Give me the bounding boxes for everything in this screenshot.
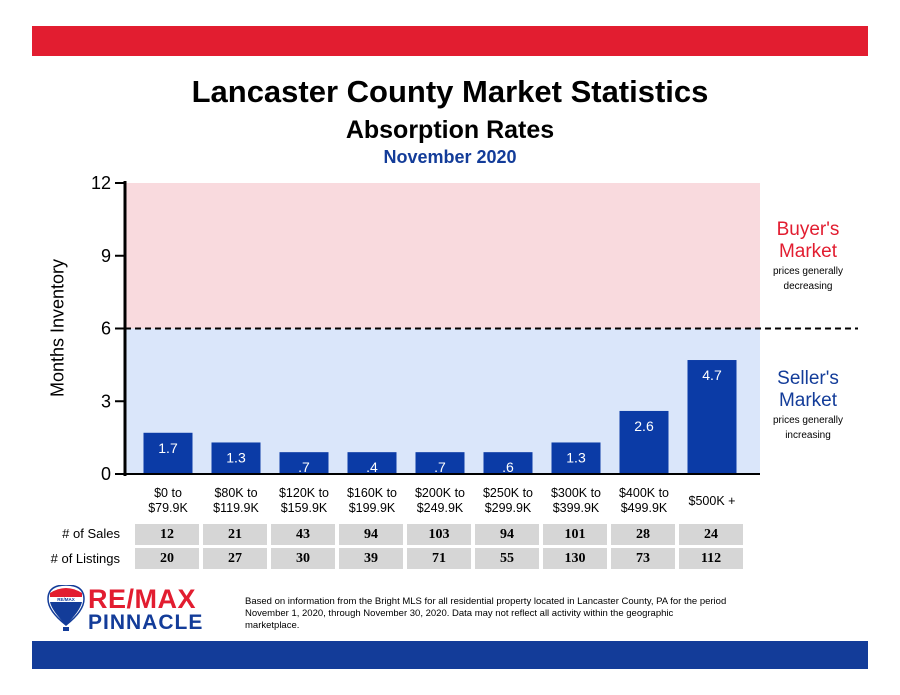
sellers-market-annotation: Seller's Market prices generally increas… — [743, 368, 873, 442]
absorption-rate-chart: 1.7 1.3 .7 .4 .7 .6 1.3 2.6 4.7 0 3 6 9 12 — [91, 173, 858, 484]
y-tick-label-3: 9 — [101, 246, 111, 266]
sales-cell-7: 28 — [611, 524, 675, 545]
sales-cell-8: 24 — [679, 524, 743, 545]
bar-label-5: .6 — [502, 459, 514, 475]
buyers-market-title-2: Market — [778, 241, 838, 262]
buyers-market-zone — [125, 183, 760, 329]
page-title: Lancaster County Market Statistics — [191, 74, 709, 109]
category-label-6-line-0: $300K to — [550, 486, 602, 500]
category-label-2-line-1: $159.9K — [280, 501, 328, 515]
bar-label-2: .7 — [298, 459, 310, 475]
category-label-5-line-0: $250K to — [482, 486, 534, 500]
category-label-2: $120K to $159.9K — [269, 486, 339, 516]
bar-label-4: .7 — [434, 459, 446, 475]
sellers-market-title-1: Seller's — [777, 368, 839, 389]
remax-balloon-logo: RE/MAX — [47, 585, 85, 631]
category-label-1: $80K to $119.9K — [201, 486, 271, 516]
category-label-2-line-0: $120K to — [278, 486, 330, 500]
y-tick-label-0: 0 — [101, 464, 111, 484]
category-label-7-line-1: $499.9K — [620, 501, 668, 515]
buyers-market-note-1: prices generally — [772, 266, 844, 277]
category-label-4-line-1: $249.9K — [416, 501, 464, 515]
listings-cell-2: 30 — [271, 548, 335, 569]
page-subtitle: Absorption Rates — [345, 116, 555, 144]
sellers-market-note-2: increasing — [785, 430, 831, 441]
footnote-line-1: Based on information from the Bright MLS… — [245, 596, 727, 607]
bar-label-3: .4 — [366, 459, 378, 475]
listings-cell-7: 73 — [611, 548, 675, 569]
sales-cell-2: 43 — [271, 524, 335, 545]
bar-8 — [687, 360, 737, 474]
report-period: November 2020 — [383, 147, 517, 167]
sales-cell-5: 94 — [475, 524, 539, 545]
category-label-7: $400K to $499.9K — [609, 486, 679, 516]
logo-remax: RE/MAX — [88, 584, 197, 614]
category-label-4: $200K to $249.9K — [405, 486, 475, 516]
category-label-6-line-1: $399.9K — [552, 501, 600, 515]
bar-label-0: 1.7 — [158, 440, 178, 456]
category-label-8-line-0: $500K + — [688, 494, 736, 508]
bar-7 — [619, 410, 669, 474]
category-label-3-line-1: $199.9K — [348, 501, 396, 515]
bar-0 — [143, 432, 193, 474]
listings-cell-0: 20 — [135, 548, 199, 569]
bottom-blue-banner — [32, 641, 868, 669]
listings-cell-8: 112 — [679, 548, 743, 569]
buyers-market-annotation: Buyer's Market prices generally decreasi… — [743, 219, 873, 293]
category-label-5: $250K to $299.9K — [473, 486, 543, 516]
bar-2 — [279, 452, 329, 474]
sales-row-label: # of Sales — [62, 526, 120, 541]
bar-4 — [415, 452, 465, 474]
category-label-7-line-0: $400K to — [618, 486, 670, 500]
category-label-5-line-1: $299.9K — [484, 501, 532, 515]
category-label-6: $300K to $399.9K — [541, 486, 611, 516]
category-label-4-line-0: $200K to — [414, 486, 466, 500]
bar-label-6: 1.3 — [566, 449, 586, 465]
balloon-text: RE/MAX — [57, 597, 75, 602]
y-tick-label-4: 12 — [91, 173, 111, 193]
sales-cell-4: 103 — [407, 524, 471, 545]
listings-row-label: # of Listings — [50, 551, 120, 566]
sales-cell-0: 12 — [135, 524, 199, 545]
sales-cell-1: 21 — [203, 524, 267, 545]
y-tick-label-1: 3 — [101, 391, 111, 411]
source-footnote: Based on information from the Bright MLS… — [245, 596, 845, 632]
bar-3 — [347, 452, 397, 474]
footnote-line-2: November 1, 2020, through November 30, 2… — [245, 608, 674, 619]
category-label-8: $500K + — [677, 494, 747, 509]
category-label-0-line-0: $0 to — [154, 486, 182, 500]
listings-cell-1: 27 — [203, 548, 267, 569]
bar-6 — [551, 442, 601, 474]
buyers-market-note-2: decreasing — [783, 281, 833, 292]
listings-cell-3: 39 — [339, 548, 403, 569]
bar-1 — [211, 442, 261, 474]
category-label-3-line-0: $160K to — [346, 486, 398, 500]
listings-cell-5: 55 — [475, 548, 539, 569]
bar-5 — [483, 452, 533, 474]
category-label-1-line-0: $80K to — [214, 486, 258, 500]
category-label-0: $0 to $79.9K — [133, 486, 203, 516]
sales-cell-3: 94 — [339, 524, 403, 545]
footnote-line-3: marketplace. — [245, 620, 300, 631]
bar-label-7: 2.6 — [634, 418, 654, 434]
category-label-1-line-1: $119.9K — [213, 501, 259, 515]
y-axis-label: Months Inventory — [47, 258, 68, 398]
top-red-banner — [32, 26, 868, 56]
y-tick-label-2: 6 — [101, 319, 111, 339]
bar-label-1: 1.3 — [226, 449, 246, 465]
listings-cell-6: 130 — [543, 548, 607, 569]
bar-label-8: 4.7 — [702, 367, 722, 383]
buyers-market-title-1: Buyer's — [776, 219, 840, 240]
listings-cell-4: 71 — [407, 548, 471, 569]
sellers-market-title-2: Market — [778, 390, 838, 411]
category-label-3: $160K to $199.9K — [337, 486, 407, 516]
sales-cell-6: 101 — [543, 524, 607, 545]
category-label-0-line-1: $79.9K — [148, 501, 188, 515]
logo-pinnacle: PINNACLE — [88, 611, 204, 634]
sellers-market-note-1: prices generally — [772, 415, 844, 426]
